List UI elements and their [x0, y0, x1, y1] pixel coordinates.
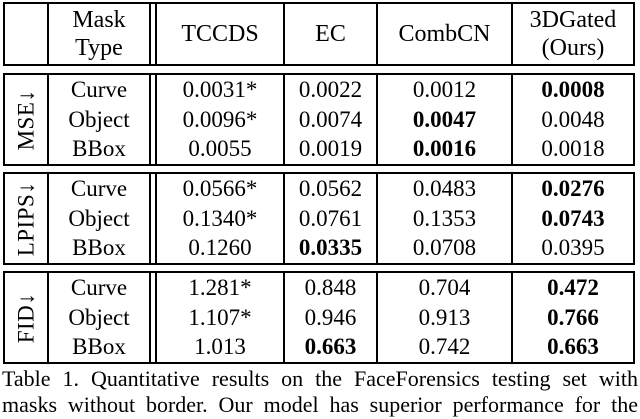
value-cell: 0.848 — [304, 274, 357, 300]
value-cell-best: 0.0335 — [298, 235, 363, 261]
value-cell: 0.0048 — [541, 106, 605, 132]
mse-col-tccds: 0.0031* 0.0096* 0.0055 — [157, 75, 285, 164]
table-caption: Table 1. Quantitative results on the Fac… — [2, 366, 638, 418]
double-rule-vertical — [149, 75, 157, 164]
value-cell-best: 0.663 — [304, 334, 357, 360]
mask-label: Curve — [70, 274, 128, 300]
lpips-col-ours: 0.0276 0.0743 0.0395 — [513, 174, 633, 263]
mse-col-ec: 0.0022 0.0074 0.0019 — [285, 75, 378, 164]
value-cell: 0.0031* — [182, 76, 258, 102]
mask-label: BBox — [72, 235, 126, 261]
mse-col-combcn: 0.0012 0.0047 0.0016 — [378, 75, 513, 164]
metric-label-lpips: LPIPS↓ — [13, 181, 38, 256]
value-cell: 0.1260 — [188, 235, 252, 261]
ours-line2: (Ours) — [541, 35, 605, 61]
header-col-tccds: TCCDS — [157, 4, 285, 64]
fid-col-tccds: 1.281* 1.107* 1.013 — [157, 273, 285, 362]
value-cell: 0.0708 — [412, 235, 477, 261]
mask-label: Object — [68, 106, 130, 132]
mask-label: BBox — [72, 334, 126, 360]
table-section-fid: FID↓ Curve Object BBox 1.281* 1.107* 1.0… — [3, 271, 635, 364]
value-cell-best: 0.472 — [547, 274, 599, 300]
metric-label-fid: FID↓ — [13, 292, 38, 343]
mask-label: Curve — [70, 175, 128, 201]
value-cell: 0.946 — [304, 304, 357, 330]
method-label-combcn: CombCN — [398, 20, 491, 47]
fid-col-combcn: 0.704 0.913 0.742 — [378, 273, 513, 362]
value-cell: 1.281* — [188, 274, 252, 300]
value-cell: 0.0761 — [298, 205, 363, 231]
mask-col-mse: Curve Object BBox — [49, 75, 149, 164]
lpips-col-tccds: 0.0566* 0.1340* 0.1260 — [157, 174, 285, 263]
value-cell: 0.704 — [418, 274, 471, 300]
caption-line-1: Table 1. Quantitative results on the Fac… — [2, 366, 638, 391]
metric-cell-fid: FID↓ — [5, 273, 49, 362]
caption-line-2: masks without border. Our model has supe… — [2, 392, 638, 417]
value-cell-best: 0.0016 — [412, 136, 477, 162]
value-cell: 0.0483 — [412, 175, 477, 201]
value-cell-best: 0.0276 — [541, 175, 605, 201]
double-rule-vertical — [149, 174, 157, 263]
value-cell: 1.107* — [188, 304, 252, 330]
value-cell-best: 0.0743 — [541, 205, 605, 231]
header-col-ours: 3DGated (Ours) — [513, 4, 633, 64]
value-cell-best: 0.0047 — [412, 106, 477, 132]
lpips-col-combcn: 0.0483 0.1353 0.0708 — [378, 174, 513, 263]
header-col-ec: EC — [285, 4, 378, 64]
fid-col-ours: 0.472 0.766 0.663 — [513, 273, 633, 362]
value-cell: 0.0562 — [298, 175, 363, 201]
results-table: Mask Type TCCDS EC CombCN 3DGated (Ours) — [3, 2, 635, 370]
method-label-ec: EC — [315, 20, 346, 47]
value-cell: 0.742 — [418, 334, 471, 360]
ours-line1: 3DGated — [529, 7, 617, 33]
mask-type-line2: Type — [75, 35, 123, 61]
mse-col-ours: 0.0008 0.0048 0.0018 — [513, 75, 633, 164]
value-cell: 0.0019 — [298, 136, 363, 162]
value-cell: 1.013 — [194, 334, 246, 360]
mask-col-fid: Curve Object BBox — [49, 273, 149, 362]
table-section-lpips: LPIPS↓ Curve Object BBox 0.0566* 0.1340*… — [3, 172, 635, 265]
value-cell: 0.0566* — [182, 175, 258, 201]
value-cell: 0.913 — [418, 304, 471, 330]
metric-cell-mse: MSE↓ — [5, 75, 49, 164]
value-cell: 0.0012 — [412, 76, 477, 102]
method-label-ours: 3DGated (Ours) — [513, 4, 633, 64]
mask-label: Object — [68, 205, 130, 231]
value-cell: 0.0395 — [541, 235, 605, 261]
mask-label: Curve — [70, 76, 128, 102]
mask-col-lpips: Curve Object BBox — [49, 174, 149, 263]
mask-type-label: Mask Type — [49, 4, 149, 64]
value-cell-best: 0.0008 — [541, 76, 605, 102]
header-corner-cell — [5, 4, 49, 64]
value-cell: 0.0074 — [298, 106, 363, 132]
double-rule-vertical — [149, 4, 157, 64]
metric-cell-lpips: LPIPS↓ — [5, 174, 49, 263]
value-cell: 0.0022 — [298, 76, 363, 102]
mask-label: BBox — [72, 136, 126, 162]
fid-col-ec: 0.848 0.946 0.663 — [285, 273, 378, 362]
header-mask-type-cell: Mask Type — [49, 4, 149, 64]
value-cell: 0.0096* — [182, 106, 258, 132]
mask-label: Object — [68, 304, 130, 330]
value-cell-best: 0.663 — [547, 334, 599, 360]
method-label-tccds: TCCDS — [181, 20, 259, 47]
value-cell: 0.0018 — [541, 136, 605, 162]
value-cell: 0.0055 — [188, 136, 252, 162]
value-cell: 0.1353 — [412, 205, 477, 231]
metric-label-mse: MSE↓ — [13, 89, 39, 150]
double-rule-vertical — [149, 273, 157, 362]
table-header-row: Mask Type TCCDS EC CombCN 3DGated (Ours) — [3, 2, 635, 66]
table-section-mse: MSE↓ Curve Object BBox 0.0031* 0.0096* 0… — [3, 73, 635, 166]
header-col-combcn: CombCN — [378, 4, 513, 64]
mask-type-line1: Mask — [72, 7, 126, 33]
value-cell-best: 0.766 — [547, 304, 599, 330]
value-cell: 0.1340* — [182, 205, 258, 231]
lpips-col-ec: 0.0562 0.0761 0.0335 — [285, 174, 378, 263]
